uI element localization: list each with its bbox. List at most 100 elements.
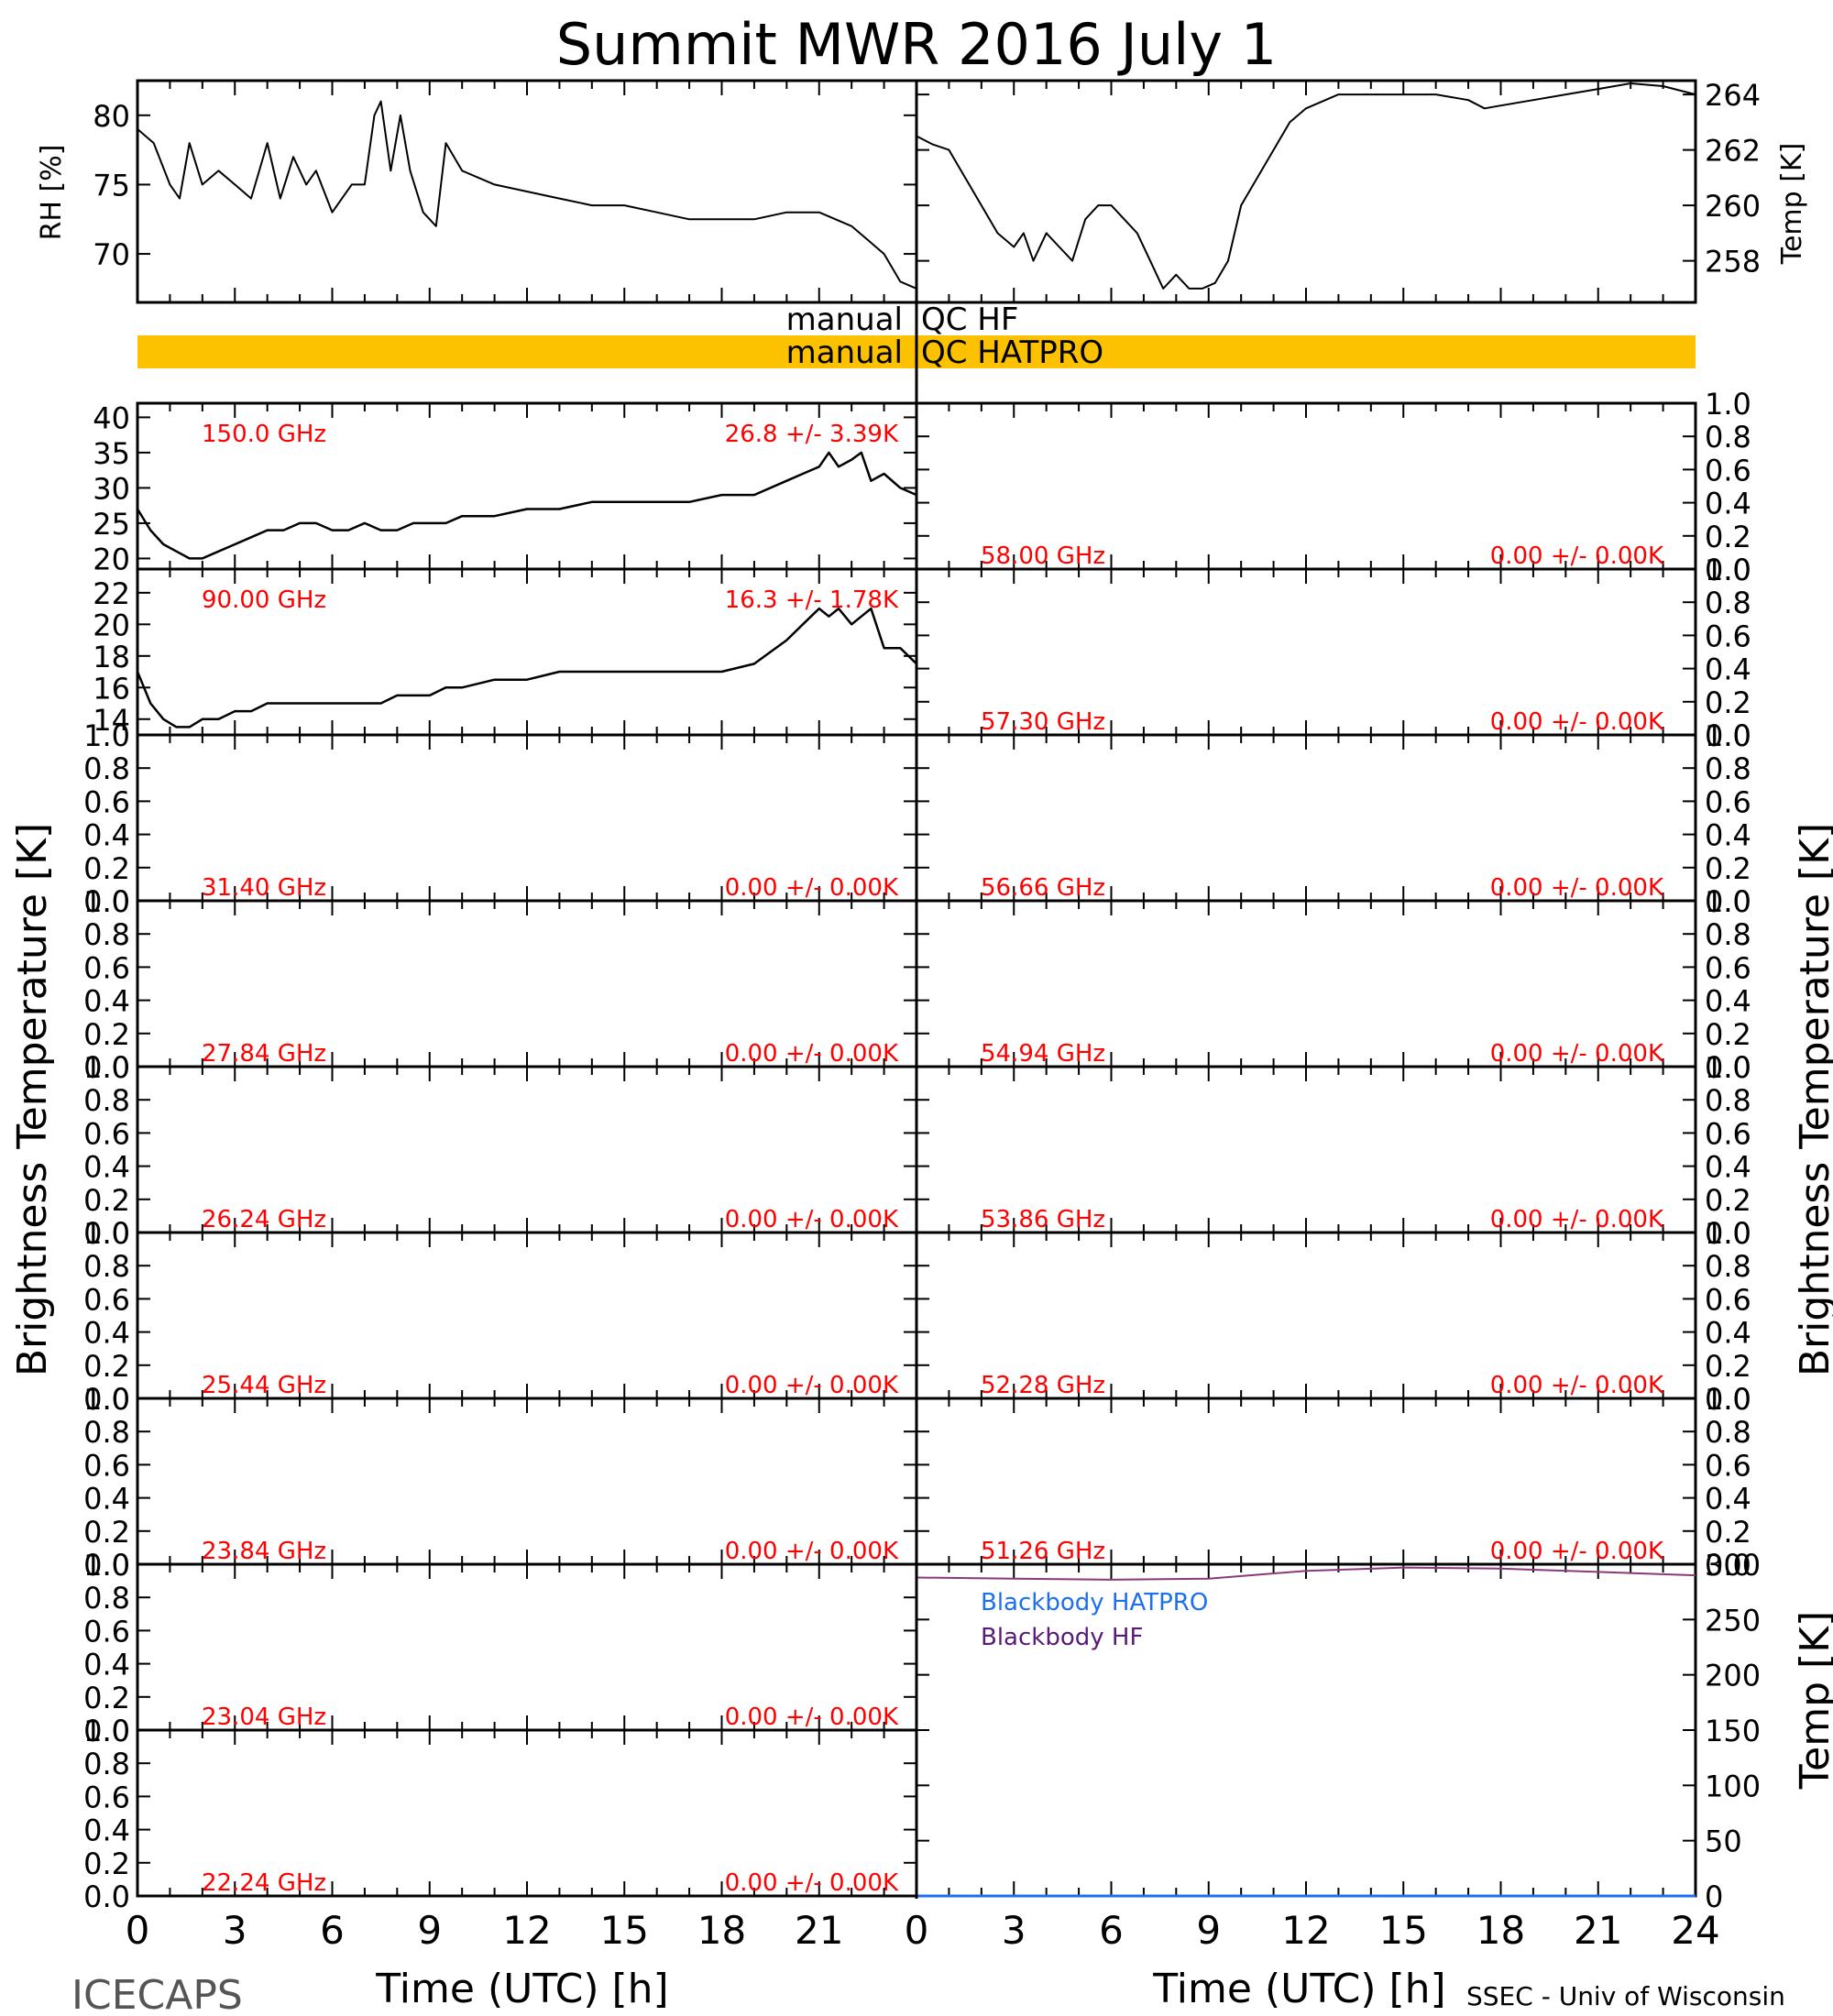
y-tick-label: 0.0 [1705,553,1751,587]
y-axis-label-temp: Temp [K] [1776,143,1808,266]
x-tick-label-right: 9 [1196,1908,1221,1953]
tb-right-stats-label: 0.00 +/- 0.00K [1490,1040,1664,1068]
y-tick-label: 1.0 [83,1216,130,1251]
tb-right-freq-label: 51.26 GHz [981,1538,1105,1565]
tb-right-y-ticks-2: 1.00.80.60.40.20.0 [916,718,1751,919]
y-tick-label: 0.2 [1705,851,1751,886]
y-tick-label: 0.4 [83,1648,130,1682]
tb-left-freq-label: 23.84 GHz [202,1538,326,1565]
y-tick-label: 200 [1705,1659,1761,1693]
y-tick-label: 0.2 [83,1349,130,1384]
y-tick-label: 0.2 [83,1846,130,1881]
y-tick-label: 0.8 [1705,917,1751,952]
tb-left-stats-label: 0.00 +/- 0.00K [725,874,899,902]
y-tick-label: 1.0 [1705,1050,1751,1085]
x-tick-label-right: 6 [1099,1908,1124,1953]
x-tick-label-left: 15 [600,1908,649,1953]
tb-right-y-ticks-3: 1.00.80.60.40.20.0 [916,884,1751,1085]
y-tick-label: 0.6 [83,784,130,819]
y-tick-label: 1.0 [83,884,130,919]
y-tick-label: 0.8 [83,1083,130,1118]
y-tick-label: 25 [93,507,130,542]
y-tick-label: 80 [93,99,130,134]
y-tick-label: 0.0 [1705,718,1751,753]
x-tick-label-right: 21 [1574,1908,1622,1953]
tb-left-freq-label: 22.24 GHz [202,1869,326,1897]
y-tick-label: 1.0 [1705,718,1751,753]
y-tick-label: 0.2 [1705,1183,1751,1218]
y-tick-label: 0.2 [1705,520,1751,554]
y-tick-label: 0.8 [1705,1415,1751,1450]
legend-blackbody-hf: Blackbody HF [981,1624,1143,1651]
rh-y-ticks: 80 75 70 [93,99,916,272]
y-tick-label: 0.4 [83,984,130,1019]
y-tick-label: 0.2 [83,1681,130,1715]
y-tick-label: 0.0 [83,1216,130,1251]
y-tick-label: 0.2 [83,1515,130,1550]
y-tick-label: 0.6 [83,1614,130,1649]
tb-right-y-ticks-6: 1.00.80.60.40.20.0 [916,1382,1751,1583]
y-tick-label: 22 [93,576,130,611]
y-tick-label: 0.6 [1705,784,1751,819]
y-tick-label: 0.8 [83,917,130,952]
y-tick-label: 0.6 [83,1448,130,1483]
y-tick-label: 0.8 [83,1249,130,1284]
y-tick-label: 0.8 [1705,751,1751,786]
y-tick-label: 70 [93,237,130,272]
y-tick-label: 0.6 [1705,619,1751,653]
y-tick-label: 40 [93,400,130,435]
tb-left-stats-label: 0.00 +/- 0.00K [725,1040,899,1068]
y-tick-label: 1.0 [83,1548,130,1583]
tb-left-y-ticks-7: 1.00.80.60.40.20.0 [83,1548,916,1748]
tb-left-stats-label: 16.3 +/- 1.78K [725,586,899,614]
x-tick-label-right: 15 [1379,1908,1428,1953]
y-tick-label: 0.2 [83,1183,130,1218]
tb-left-freq-label: 90.00 GHz [202,586,326,614]
x-tick-label-left: 12 [502,1908,551,1953]
y-tick-label: 0.0 [1705,1548,1751,1583]
tb-left-y-ticks-2: 1.00.80.60.40.20.0 [83,718,916,919]
tb-left-stats-label: 0.00 +/- 0.00K [725,1538,899,1565]
tb-left-stats-label: 26.8 +/- 3.39K [725,421,899,448]
y-tick-label: 0.2 [1705,1515,1751,1550]
tb-left-freq-label: 25.44 GHz [202,1372,326,1399]
tb-left-y-ticks-8: 1.00.80.60.40.20.0 [83,1714,916,1914]
y-tick-label: 0.4 [83,1482,130,1517]
y-tick-label: 0.4 [1705,487,1751,521]
x-tick-label-left: 18 [697,1908,746,1953]
y-tick-label: 0.6 [1705,453,1751,488]
tb-left-x-ticks-1 [137,569,917,735]
tb-right-freq-label: 56.66 GHz [981,874,1105,902]
y-tick-label: 0.4 [83,818,130,853]
y-tick-label: 0.8 [1705,586,1751,620]
footer-right: SSEC - Univ of Wisconsin [1466,1981,1785,2011]
y-tick-label: 1.0 [1705,884,1751,919]
tb-left-stats-label: 0.00 +/- 0.00K [725,1372,899,1399]
y-tick-label: 0.4 [1705,1150,1751,1185]
y-tick-label: 0.8 [83,1747,130,1781]
y-tick-label: 0.0 [83,884,130,919]
tb-left-x-ticks-2 [137,735,917,901]
tb-right-stats-label: 0.00 +/- 0.00K [1490,708,1664,736]
y-tick-label: 0.4 [83,1316,130,1351]
y-tick-label: 20 [93,542,130,576]
y-tick-label: 0.6 [1705,1116,1751,1151]
y-tick-label: 30 [93,471,130,506]
temp-y-ticks: 264 262 260 258 [916,78,1761,279]
y-tick-label: 20 [93,608,130,642]
y-tick-label: 0.4 [1705,984,1751,1019]
y-tick-label: 0.6 [83,1282,130,1317]
y-tick-label: 0.0 [83,1879,130,1914]
y-axis-label-rh: RH [%] [36,145,68,241]
x-axis-label-right: Time (UTC) [h] [1152,1966,1445,2012]
tb-right-freq-label: 53.86 GHz [981,1206,1105,1233]
y-tick-label: 0.8 [1705,1249,1751,1284]
y-axis-label-bb-temp: Temp [K] [1792,1611,1833,1790]
qc-hf-label-left: manual [786,301,903,338]
y-tick-label: 258 [1705,245,1761,279]
y-tick-label: 0.0 [1705,884,1751,919]
y-tick-label: 1.0 [83,1382,130,1417]
y-tick-label: 75 [93,168,130,203]
footer-left: ICECAPS [71,1972,243,2016]
